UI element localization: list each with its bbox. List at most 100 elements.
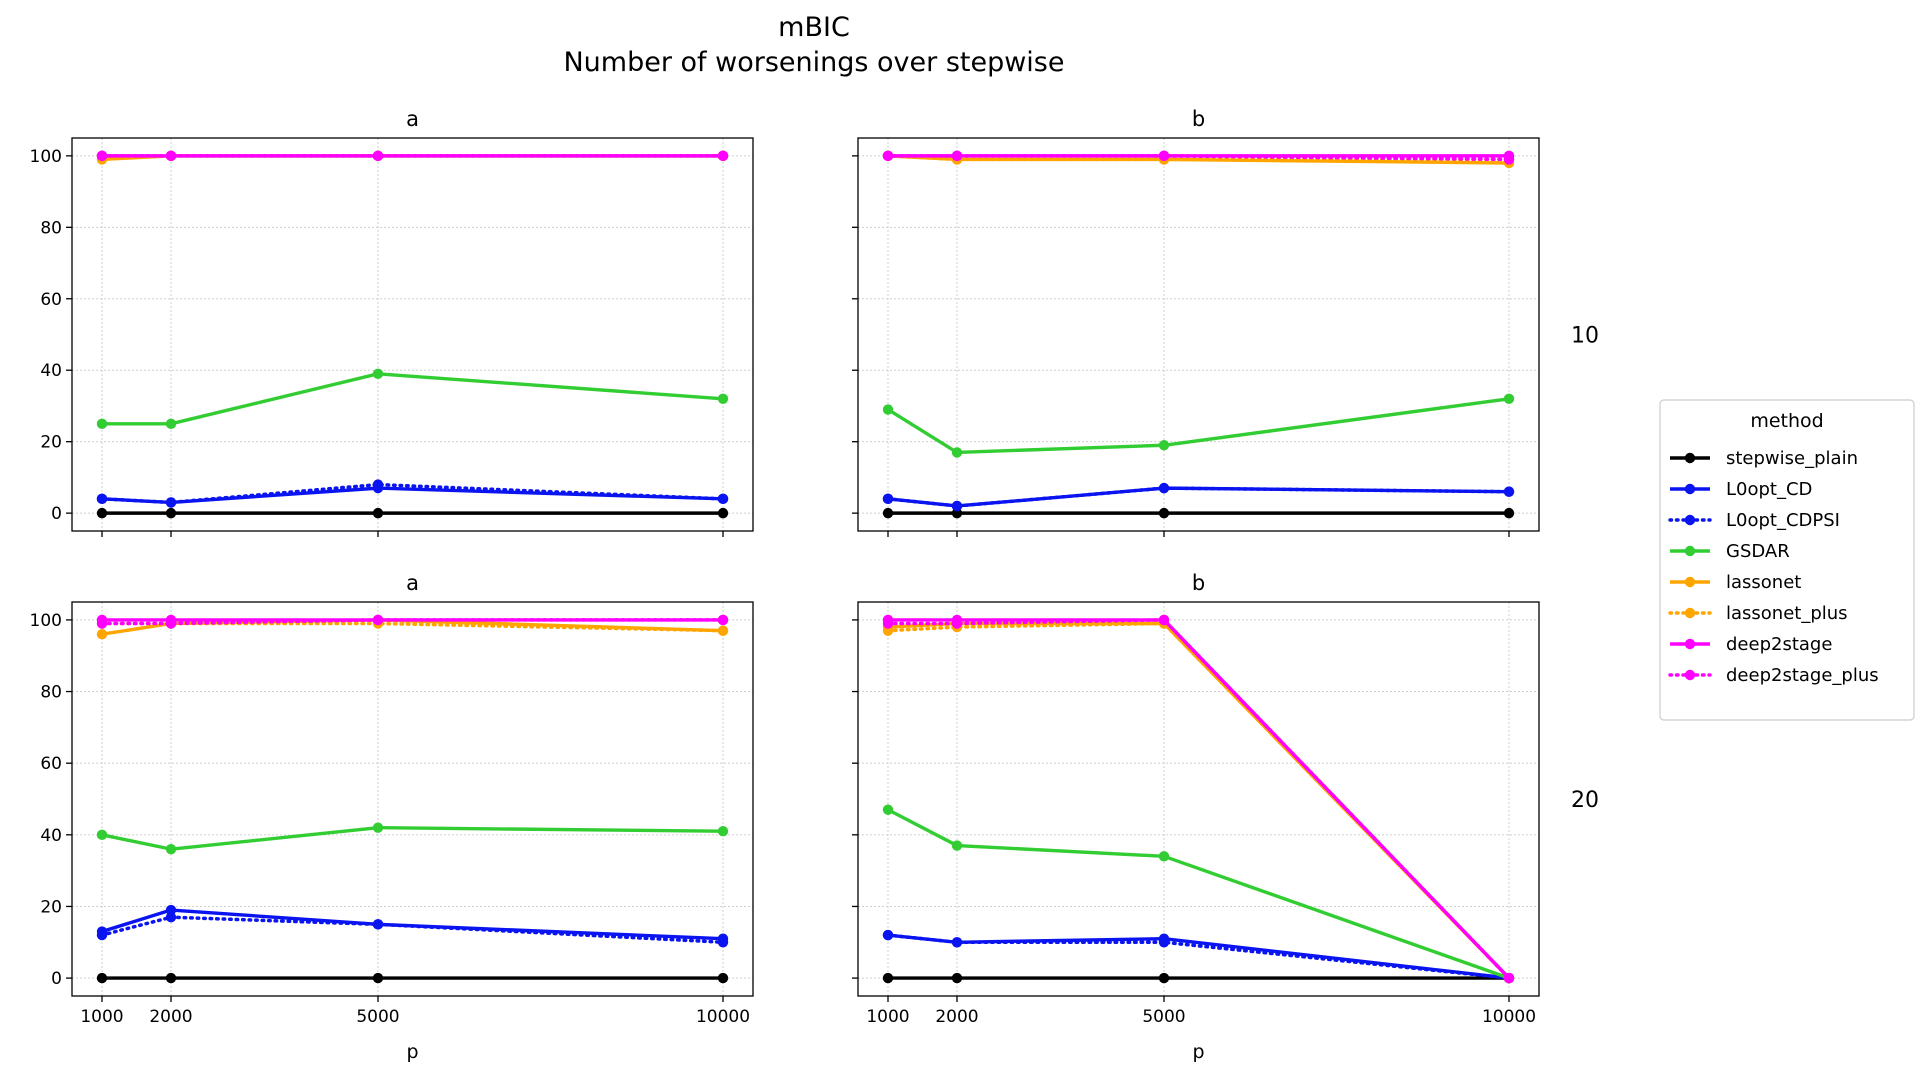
legend-entry-L0opt_CD: L0opt_CD	[1670, 479, 1812, 500]
y-tick-label: 80	[40, 218, 62, 238]
y-tick-label: 60	[40, 290, 62, 310]
data-point-stepwise_plain	[951, 972, 963, 984]
series-stepwise_plain	[882, 972, 1515, 984]
data-point-L0opt_CDPSI	[165, 497, 177, 508]
data-point-GSDAR	[165, 418, 177, 430]
data-point-deep2stage_plus	[882, 618, 894, 629]
y-tick-label: 0	[51, 504, 62, 524]
y-tick-label: 0	[51, 969, 62, 989]
y-tick-label: 100	[30, 147, 62, 167]
series-line-lassonet_plus	[886, 154, 1511, 162]
data-point-deep2stage_plus	[96, 618, 108, 629]
series-L0opt_CDPSI	[96, 912, 729, 948]
series-deep2stage	[882, 614, 1515, 984]
series-line-GSDAR	[887, 808, 1510, 980]
panel-frame	[71, 137, 754, 532]
data-point-stepwise_plain	[1158, 972, 1170, 984]
series-L0opt_CD	[882, 929, 1515, 984]
data-point-deep2stage_plus	[96, 150, 108, 162]
series-deep2stage_plus	[882, 150, 1515, 165]
data-point-deep2stage_plus	[1503, 972, 1515, 984]
series-line-L0opt_CDPSI	[100, 915, 725, 945]
data-point-deep2stage_plus	[1503, 154, 1515, 165]
y-tick-label: 100	[30, 611, 62, 631]
series-stepwise_plain	[882, 507, 1515, 519]
data-point-deep2stage_plus	[165, 150, 177, 162]
data-point-lassonet_plus	[717, 625, 729, 636]
panel-frame	[857, 601, 1540, 997]
series-line-L0opt_CD	[101, 908, 724, 941]
x-tick-label: 2000	[935, 1007, 978, 1027]
panel-4: 1000 2000 5000 10000 p b 20	[852, 571, 1599, 1063]
data-point-stepwise_plain	[717, 972, 729, 984]
data-point-stepwise_plain	[951, 507, 963, 519]
x-tick-label: 1000	[80, 1007, 123, 1027]
data-point-GSDAR	[96, 829, 108, 841]
legend-label: deep2stage	[1726, 634, 1832, 655]
data-point-GSDAR	[372, 822, 384, 833]
panel-2: b 10	[852, 107, 1599, 537]
data-point-L0opt_CDPSI	[717, 937, 729, 948]
series-deep2stage_plus	[96, 614, 729, 629]
data-point-stepwise_plain	[1158, 507, 1170, 519]
legend-swatch-marker	[1684, 638, 1696, 650]
data-point-GSDAR	[372, 368, 384, 379]
data-point-L0opt_CD	[165, 904, 177, 916]
data-point-L0opt_CDPSI	[1158, 482, 1170, 494]
series-stepwise_plain	[96, 507, 729, 519]
data-point-L0opt_CDPSI	[951, 937, 963, 948]
panel-title: a	[406, 107, 419, 131]
data-point-L0opt_CDPSI	[372, 479, 384, 490]
legend-entry-deep2stage: deep2stage	[1670, 634, 1832, 655]
series-line-GSDAR	[887, 397, 1510, 455]
data-point-GSDAR	[1158, 440, 1170, 451]
series-line-lassonet	[887, 621, 1511, 980]
panel-3: 0 20 40 60 80 100 1000 2000 5000 10000 p a	[30, 571, 754, 1063]
legend-swatch-marker	[1684, 452, 1696, 464]
legend-label: GSDAR	[1726, 541, 1790, 562]
y-tick-label: 20	[40, 433, 62, 453]
data-point-deep2stage_plus	[372, 614, 384, 626]
series-L0opt_CDPSI	[882, 482, 1515, 512]
data-point-lassonet	[96, 629, 108, 640]
data-point-GSDAR	[717, 826, 729, 837]
panel-title: b	[1192, 107, 1205, 131]
data-point-GSDAR	[1503, 393, 1515, 405]
legend-swatch-marker	[1684, 545, 1696, 557]
data-point-deep2stage_plus	[717, 150, 729, 162]
data-point-stepwise_plain	[165, 972, 177, 984]
panel-title: a	[406, 571, 419, 595]
data-point-GSDAR	[882, 804, 894, 815]
data-point-GSDAR	[882, 404, 894, 415]
series-line-lassonet	[101, 618, 724, 636]
data-point-deep2stage_plus	[882, 150, 894, 162]
x-tick-label: 10000	[696, 1007, 750, 1027]
panel-frame	[857, 137, 1540, 532]
y-tick-label: 40	[40, 361, 62, 381]
data-point-L0opt_CDPSI	[717, 493, 729, 505]
series-line-GSDAR	[102, 372, 724, 426]
data-point-lassonet_plus	[882, 625, 894, 636]
data-point-L0opt_CDPSI	[372, 919, 384, 930]
x-tick-label: 1000	[866, 1007, 909, 1027]
series-line-deep2stage_plus	[886, 618, 1511, 980]
legend-swatch-marker	[1684, 607, 1696, 619]
series-line-L0opt_CDPSI	[100, 482, 725, 505]
series-stepwise_plain	[96, 972, 729, 984]
data-point-stepwise_plain	[96, 972, 108, 984]
figure-title-line1: mBIC	[778, 12, 850, 43]
data-point-GSDAR	[96, 418, 108, 430]
data-point-deep2stage_plus	[165, 618, 177, 629]
y-tick-label: 60	[40, 754, 62, 774]
panel-frame	[71, 601, 754, 997]
series-line-GSDAR	[101, 825, 724, 851]
series-lassonet	[96, 150, 729, 165]
series-line-deep2stage	[888, 618, 1511, 980]
legend-title: method	[1750, 410, 1823, 432]
y-tick-label: 20	[40, 897, 62, 917]
data-point-L0opt_CDPSI	[951, 500, 963, 512]
data-point-stepwise_plain	[165, 507, 177, 519]
data-point-deep2stage_plus	[1158, 614, 1170, 626]
